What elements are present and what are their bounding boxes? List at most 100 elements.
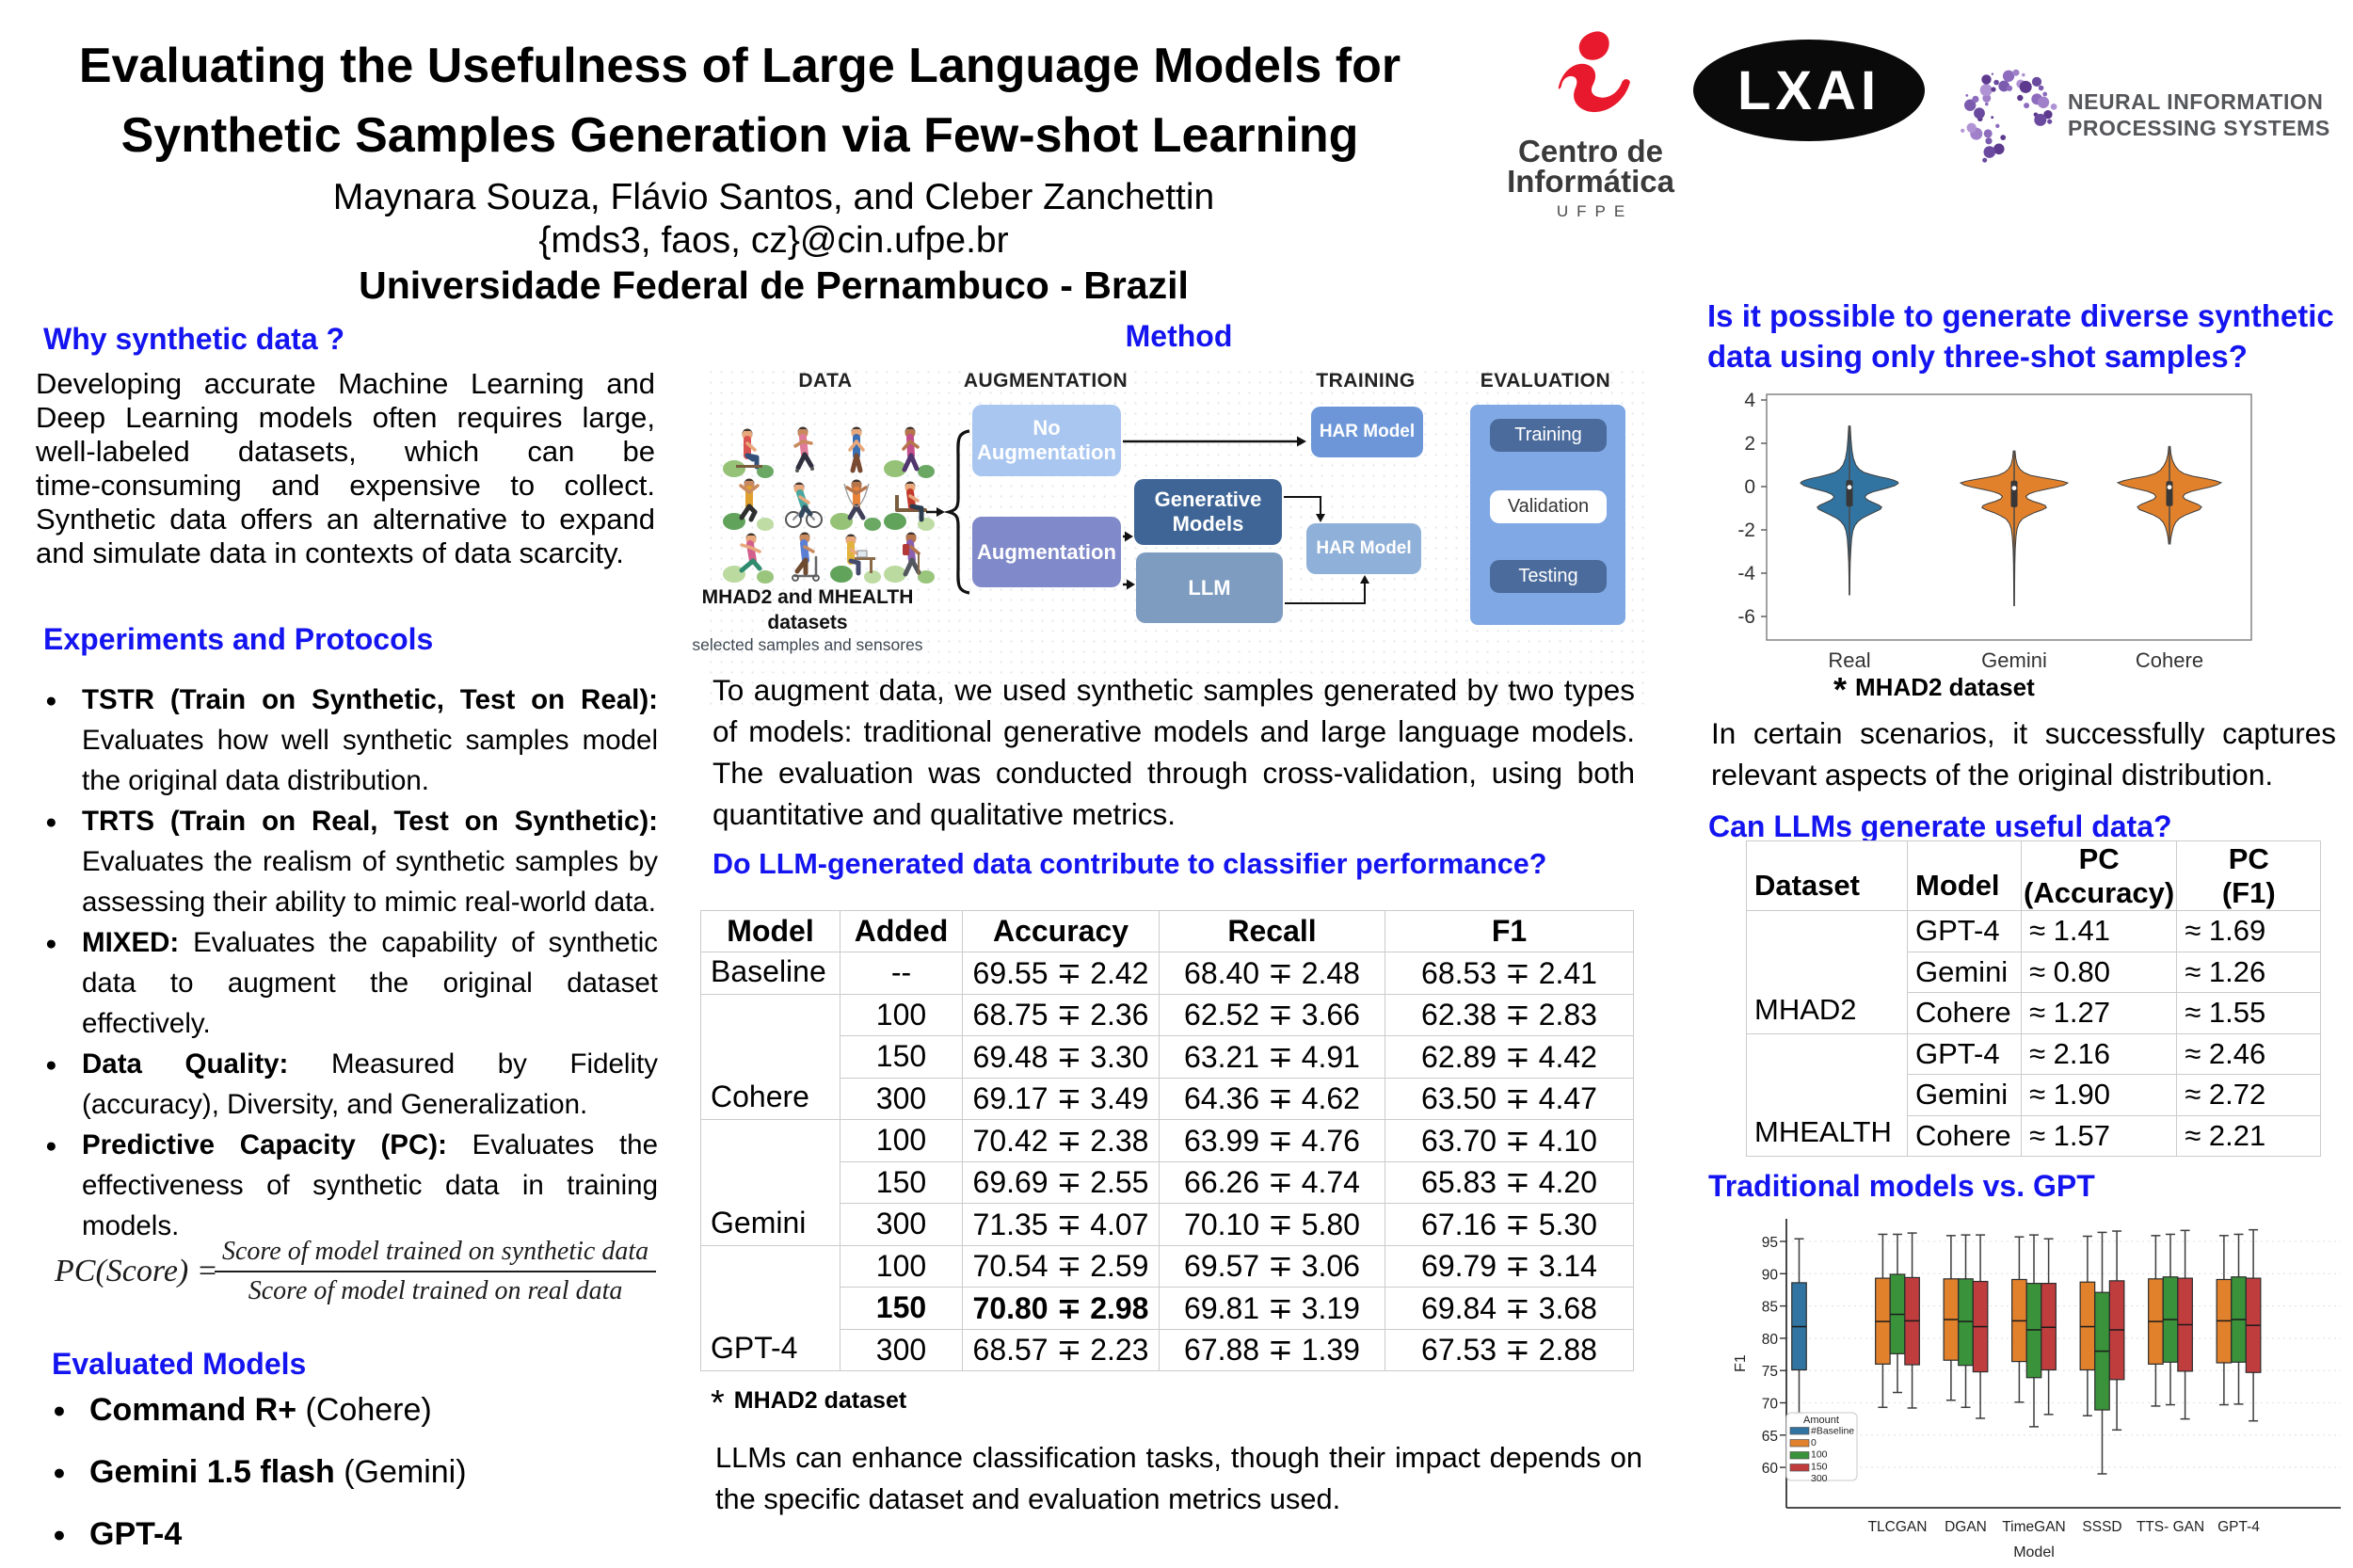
- results-cell-added: --: [840, 952, 963, 995]
- lxai-logo: LXAI: [1691, 38, 1927, 148]
- arrowhead-llm-to-har: [1360, 575, 1369, 584]
- pc-accuracy-cell: ≈ 1.57: [2020, 1114, 2178, 1157]
- results-cell-acc: 68.75 ∓ 2.36: [962, 993, 1160, 1036]
- violin-footnote-star: *: [1833, 670, 1848, 709]
- person-bench-icon: [884, 481, 935, 531]
- diagram-datasets-caption-1: MHAD2 and MHEALTH: [701, 586, 914, 608]
- box-group-gpt-4: [2216, 1228, 2262, 1422]
- results-conclusion: LLMs can enhance classification tasks, t…: [715, 1441, 1642, 1515]
- protocol-term: TSTR (Train on Synthetic, Test on Real):: [82, 684, 658, 715]
- results-cell-added: 300: [840, 1203, 963, 1246]
- lxai-logo-icon: LXAI: [1693, 40, 1925, 141]
- arrow-generative-to-har: [1284, 496, 1321, 514]
- violin-xlabel-real: Real: [1828, 648, 1870, 672]
- formula-denominator: Score of model trained on real data: [248, 1276, 623, 1305]
- box-group-tts--gan: [2148, 1229, 2193, 1420]
- diagram-col-data: DATA: [798, 370, 853, 392]
- results-cell-acc: 70.42 ∓ 2.38: [962, 1119, 1160, 1162]
- formula-numerator: Score of model trained on synthetic data: [215, 1237, 657, 1272]
- model-name: Gemini 1.5 flash: [89, 1454, 335, 1490]
- cin-ufpe-logo: Centro de Informática UFPE: [1487, 26, 1694, 229]
- box-xlabel-tts--gan: TTS- GAN: [2137, 1519, 2204, 1535]
- pc-score-formula: PC(Score) = Score of model trained on sy…: [52, 1235, 659, 1320]
- box-ytick-90: 90: [1762, 1267, 1779, 1283]
- section-llm-classifier-question: Do LLM-generated data contribute to clas…: [712, 848, 1547, 880]
- authors: Maynara Souza, Flávio Santos, and Cleber…: [332, 177, 1215, 217]
- box-group-sssd: [2079, 1230, 2125, 1475]
- pc-f1-cell: ≈ 1.26: [2176, 951, 2322, 993]
- results-cell-recall: 69.57 ∓ 3.06: [1159, 1244, 1385, 1288]
- box-ytick-60: 60: [1762, 1461, 1779, 1477]
- results-cell-recall: 67.88 ∓ 1.39: [1159, 1328, 1385, 1371]
- diagram-col-evaluation: EVALUATION: [1480, 370, 1611, 392]
- diagram-col-training: TRAINING: [1316, 370, 1416, 392]
- protocol-item-3: MIXED: Evaluates the capability of synth…: [38, 922, 658, 1044]
- pc-dataset-cell: MHEALTH: [1746, 1032, 1908, 1157]
- box-ytick-80: 80: [1762, 1332, 1779, 1348]
- pc-table-header-pc-f1: PC (F1): [2176, 840, 2322, 911]
- results-cell-added: 300: [840, 1077, 963, 1120]
- box-legend-entry-150: 150: [1811, 1461, 1828, 1472]
- protocol-term: TRTS (Train on Real, Test on Synthetic):: [82, 806, 658, 837]
- boxplot-figure: 60 65 70 75 80 85 90 95 F1 TLCGAN DGAN TimeGAN SSSD T…: [1708, 1209, 2353, 1568]
- diagram-box-generative-models: Generative Models: [1134, 479, 1282, 545]
- results-cell-acc: 69.48 ∓ 3.30: [962, 1035, 1160, 1079]
- box-xlabel-gpt-4: GPT-4: [2217, 1519, 2260, 1535]
- q2-heading-line1: Is it possible to generate diverse synth…: [1707, 298, 2334, 333]
- results-cell-recall: 69.81 ∓ 3.19: [1159, 1287, 1385, 1330]
- box-ytick-85: 85: [1762, 1300, 1778, 1316]
- box-group-timegan: [2011, 1234, 2057, 1428]
- results-table-header-row: Model Added Accuracy Recall F1: [700, 910, 1634, 952]
- results-cell-added: 150: [840, 1160, 963, 1204]
- pc-f1-cell: ≈ 2.46: [2176, 1032, 2322, 1075]
- box-xlabel-sssd: SSSD: [2082, 1519, 2121, 1535]
- violin-figure: 4 2 0 -2 -4 -6 Real Gemini Cohere: [1708, 384, 2339, 677]
- results-model-cell: GPT-4: [700, 1244, 840, 1371]
- results-cell-recall: 64.36 ∓ 4.62: [1159, 1077, 1385, 1120]
- pc-model-cell: Cohere: [1907, 1114, 2022, 1157]
- method-diagram: DATA AUGMENTATION TRAINING EVALUATION MH…: [692, 367, 1647, 708]
- pc-accuracy-cell: ≈ 2.16: [2020, 1032, 2178, 1075]
- results-cell-acc: 69.17 ∓ 3.49: [962, 1077, 1160, 1120]
- protocol-description: Evaluates the realism of synthetic sampl…: [82, 846, 658, 918]
- person-stand-icon: [848, 426, 865, 473]
- pc-accuracy-cell: ≈ 1.90: [2020, 1074, 2178, 1116]
- arrowhead-aug-to-llm: [1127, 579, 1135, 590]
- diagram-eval-validation: Validation: [1490, 490, 1607, 523]
- results-table-header: Recall: [1159, 910, 1385, 952]
- box-ytick-95: 95: [1762, 1235, 1778, 1251]
- pc-model-cell: Gemini: [1907, 951, 2022, 993]
- results-table-header: Accuracy: [962, 910, 1160, 952]
- violin-chart: 4 2 0 -2 -4 -6 Real Gemini Cohere: [1737, 390, 2252, 672]
- diagram-datasets-caption-2: datasets: [767, 612, 848, 633]
- results-model-cell: Cohere: [700, 993, 840, 1120]
- activity-people-illustration: [723, 426, 935, 584]
- model-suffix: (Gemini): [334, 1454, 467, 1490]
- person-desk-icon: [830, 534, 881, 584]
- model-suffix: (Cohere): [296, 1392, 432, 1428]
- section-traditional-vs-gpt: Traditional models vs. GPT: [1708, 1169, 2095, 1203]
- evaluated-model-item-2: Gemini 1.5 flash (Gemini): [45, 1441, 648, 1503]
- diagram-datasets-subcaption: selected samples and sensores: [692, 635, 923, 654]
- results-table-row: 150 69.69 ∓ 2.55 66.26 ∓ 4.74 65.83 ∓ 4.20: [701, 1160, 1634, 1204]
- results-cell-added: 100: [840, 993, 963, 1036]
- results-cell-added: 150: [840, 1287, 963, 1330]
- results-table-header: Added: [840, 910, 963, 952]
- protocol-description: Evaluates the effectiveness of synthetic…: [82, 1129, 658, 1241]
- results-cell-acc: 69.55 ∓ 2.42: [962, 952, 1160, 995]
- q2-heading-line2: data using only three-shot samples?: [1707, 339, 2248, 374]
- arrowhead-noaug-to-har: [1297, 436, 1306, 447]
- pc-model-cell: GPT-4: [1907, 1032, 2022, 1075]
- results-cell-acc: 68.57 ∓ 2.23: [962, 1328, 1160, 1371]
- results-cell-added: 150: [840, 1035, 963, 1079]
- box-ylabel: F1: [1733, 1354, 1749, 1372]
- diagram-box-har-model-bottom: HAR Model: [1306, 523, 1421, 574]
- results-model-cell: Baseline: [700, 952, 840, 995]
- section-evaluated-models: Evaluated Models: [52, 1347, 307, 1381]
- section-why-synthetic-data: Why synthetic data ?: [43, 322, 345, 356]
- results-cell-added: 100: [840, 1119, 963, 1162]
- results-footnote: * MHAD2 dataset: [711, 1384, 907, 1423]
- violin-xlabel-cohere: Cohere: [2136, 648, 2203, 672]
- results-table-row: 150 69.48 ∓ 3.30 63.21 ∓ 4.91 62.89 ∓ 4.42: [701, 1035, 1634, 1079]
